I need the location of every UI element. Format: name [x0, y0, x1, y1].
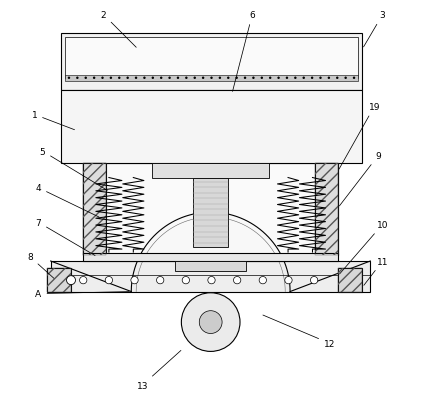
Circle shape	[126, 77, 129, 80]
Bar	[193, 178, 228, 247]
Circle shape	[353, 77, 355, 80]
Circle shape	[76, 77, 79, 80]
Circle shape	[151, 77, 154, 80]
Bar	[338, 268, 362, 293]
Circle shape	[227, 77, 230, 80]
Circle shape	[269, 77, 272, 80]
Text: 7: 7	[36, 218, 95, 256]
Circle shape	[199, 311, 222, 334]
Circle shape	[302, 77, 305, 80]
Text: 1: 1	[31, 111, 74, 130]
Text: A: A	[36, 290, 129, 298]
Circle shape	[252, 77, 255, 80]
Circle shape	[80, 277, 87, 284]
Bar	[65, 75, 358, 82]
Circle shape	[310, 277, 318, 284]
Circle shape	[208, 277, 215, 284]
Bar	[152, 164, 269, 178]
Text: 4: 4	[36, 184, 99, 218]
Text: 10: 10	[340, 220, 388, 274]
Text: 5: 5	[40, 147, 107, 191]
Text: 3: 3	[364, 11, 385, 48]
Bar	[315, 164, 338, 255]
Bar	[65, 38, 358, 79]
Bar	[175, 167, 246, 176]
Text: 6: 6	[233, 11, 255, 92]
Circle shape	[344, 77, 347, 80]
Bar	[83, 253, 338, 261]
Bar	[315, 164, 338, 255]
Text: 2: 2	[101, 11, 136, 48]
Wedge shape	[131, 213, 290, 292]
Text: 8: 8	[27, 253, 54, 279]
Circle shape	[219, 77, 221, 80]
Circle shape	[259, 277, 266, 284]
Circle shape	[160, 77, 162, 80]
Circle shape	[66, 276, 75, 285]
Circle shape	[118, 77, 121, 80]
Circle shape	[85, 77, 87, 80]
Circle shape	[244, 77, 246, 80]
Circle shape	[93, 77, 95, 80]
Circle shape	[131, 277, 138, 284]
Circle shape	[110, 77, 112, 80]
Circle shape	[168, 77, 171, 80]
Bar	[83, 164, 338, 255]
Circle shape	[185, 77, 187, 80]
Circle shape	[143, 77, 146, 80]
Circle shape	[181, 293, 240, 352]
Bar	[338, 268, 362, 293]
Circle shape	[294, 77, 297, 80]
Bar	[175, 261, 246, 272]
Circle shape	[319, 77, 322, 80]
Bar	[47, 268, 71, 293]
Circle shape	[236, 77, 238, 80]
Circle shape	[101, 77, 104, 80]
Text: 12: 12	[263, 315, 335, 348]
Circle shape	[233, 277, 241, 284]
Circle shape	[261, 77, 263, 80]
Bar	[83, 164, 106, 255]
Circle shape	[336, 77, 338, 80]
Circle shape	[285, 277, 292, 284]
Bar	[47, 268, 71, 293]
Circle shape	[210, 77, 213, 80]
Text: 9: 9	[339, 151, 382, 207]
Bar	[61, 34, 362, 91]
Circle shape	[177, 77, 179, 80]
Text: 13: 13	[137, 351, 181, 390]
Circle shape	[277, 77, 280, 80]
Circle shape	[105, 277, 113, 284]
Circle shape	[311, 77, 313, 80]
Circle shape	[286, 77, 288, 80]
Circle shape	[157, 277, 164, 284]
Circle shape	[202, 77, 204, 80]
Bar	[51, 261, 370, 292]
Circle shape	[193, 77, 196, 80]
Circle shape	[68, 77, 70, 80]
Circle shape	[328, 77, 330, 80]
Circle shape	[182, 277, 190, 284]
Text: 11: 11	[364, 257, 388, 285]
Circle shape	[135, 77, 137, 80]
Bar	[83, 164, 106, 255]
Text: 19: 19	[339, 103, 380, 170]
Bar	[61, 91, 362, 164]
